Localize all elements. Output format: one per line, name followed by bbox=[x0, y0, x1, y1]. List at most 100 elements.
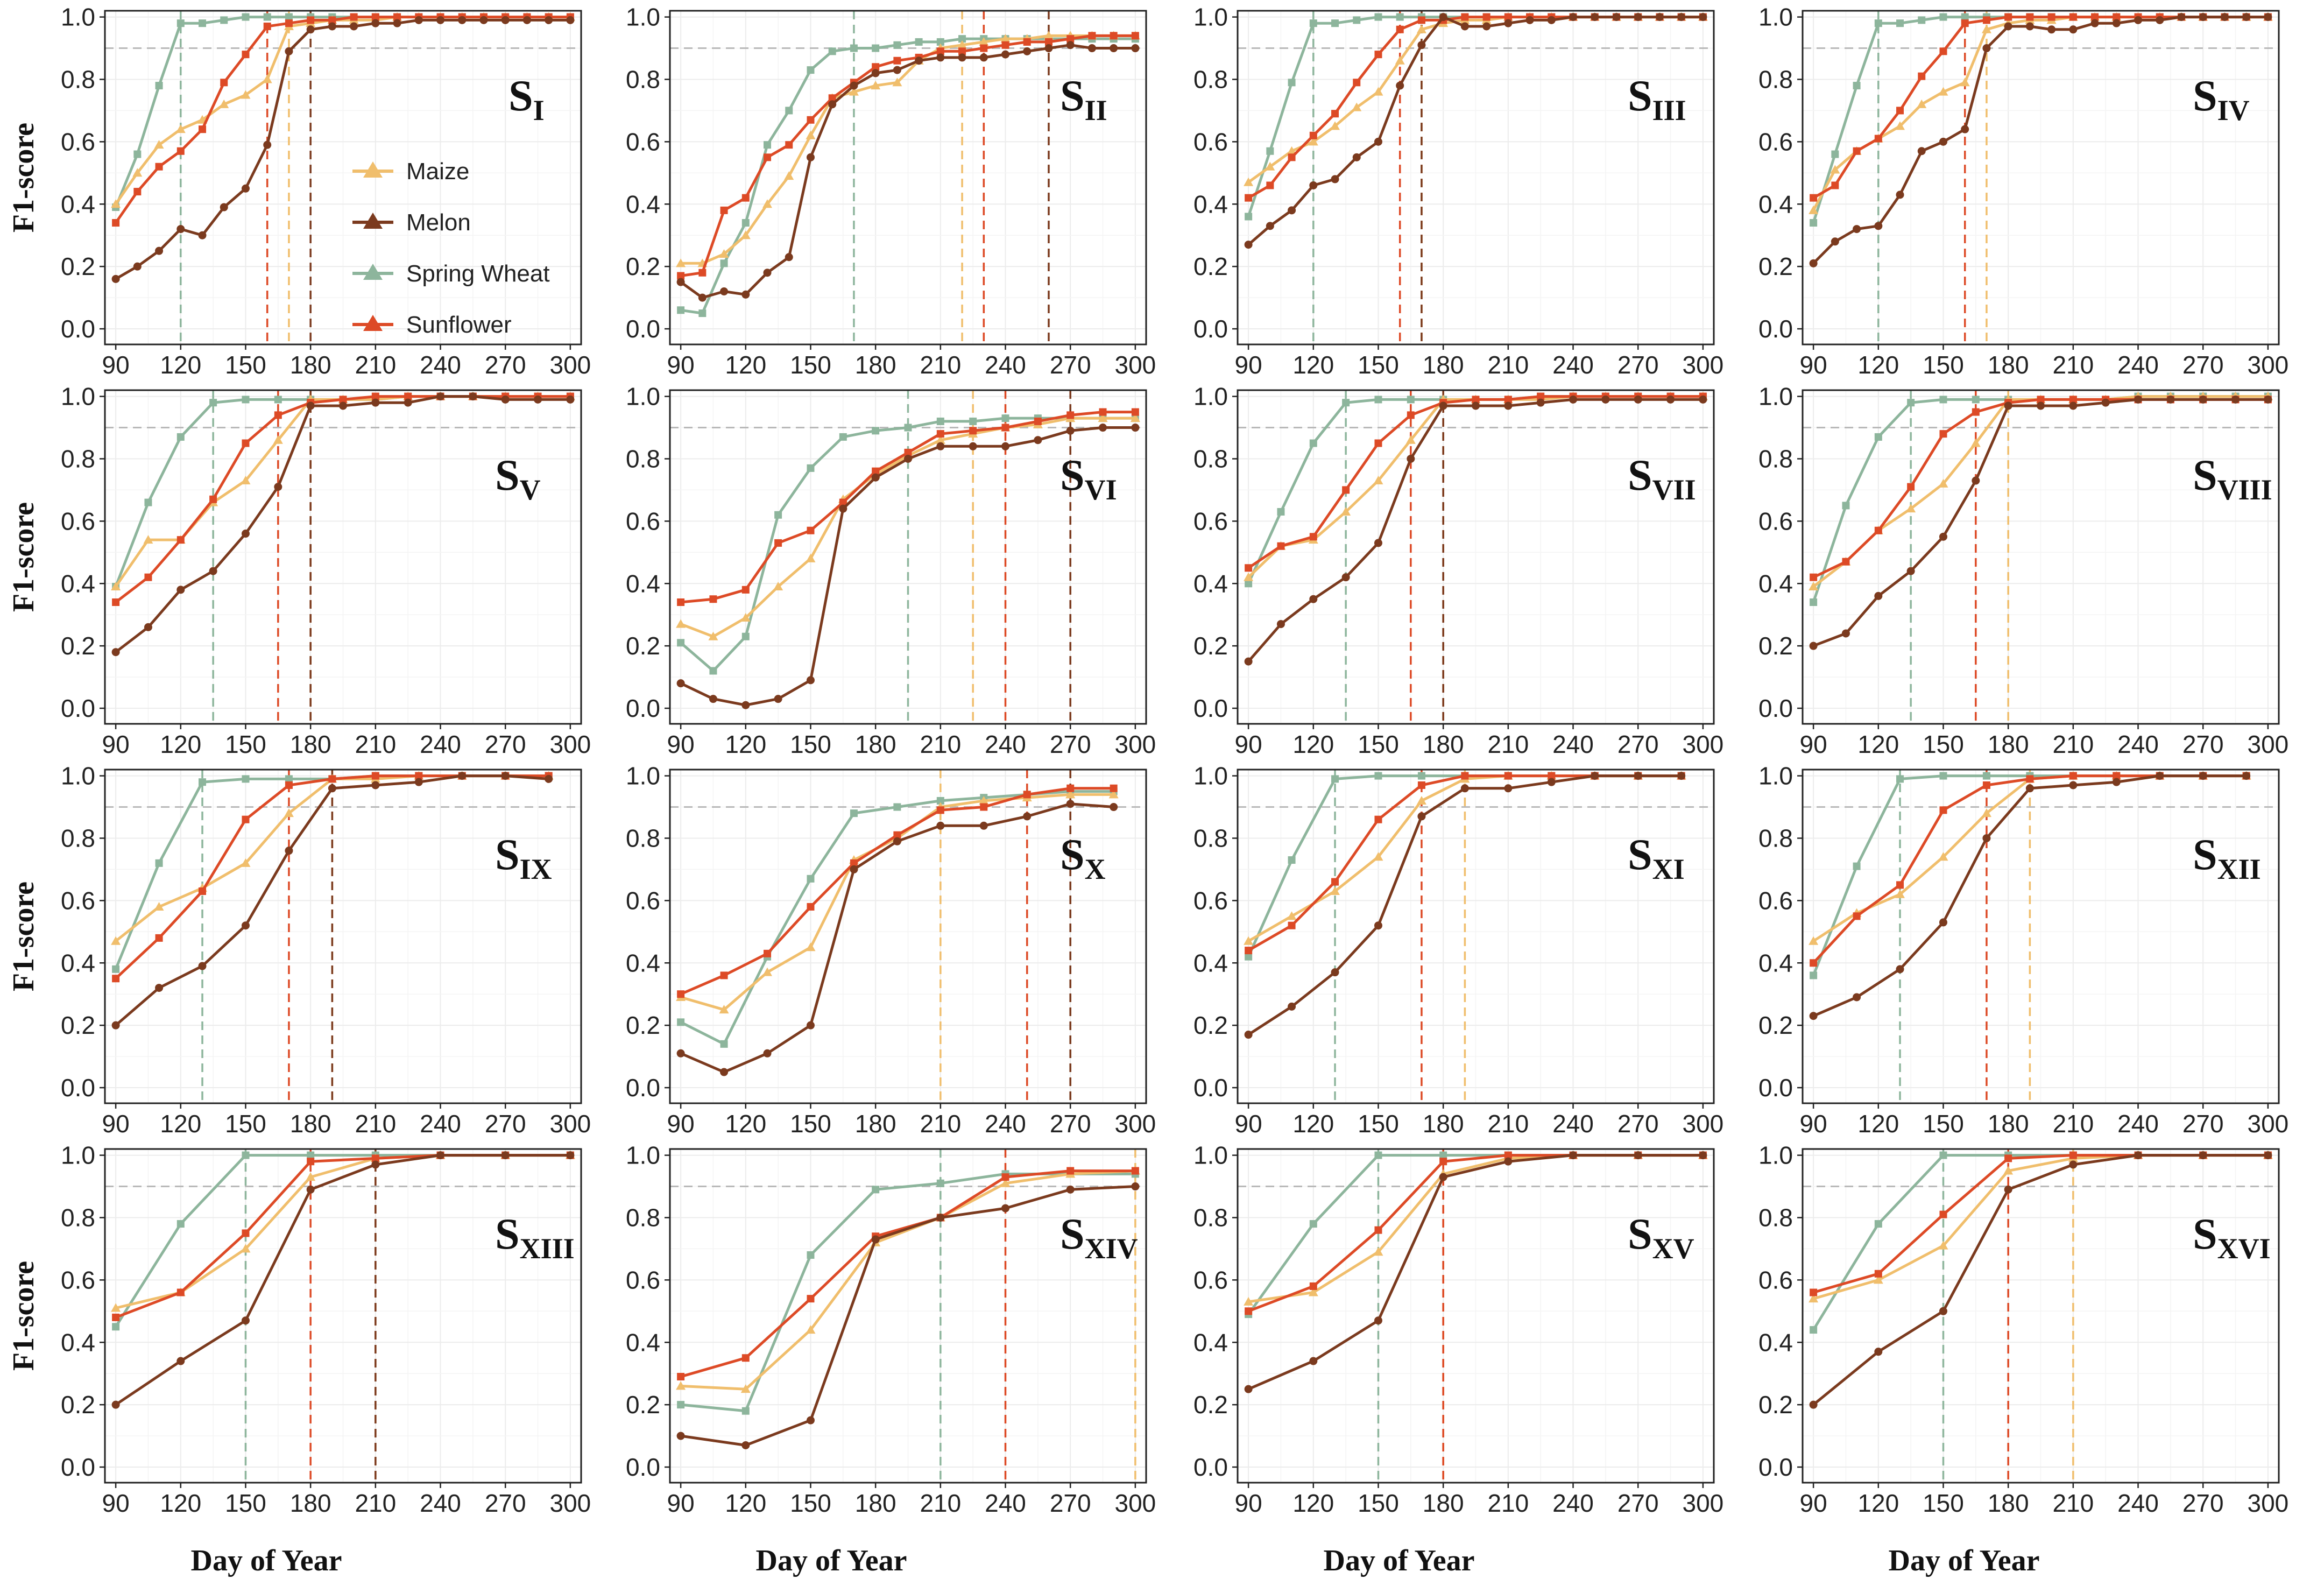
y-tick-label: 0.4 bbox=[1758, 949, 1793, 977]
data-point bbox=[893, 66, 901, 74]
plot-frame bbox=[1237, 1148, 1715, 1484]
y-tick-label: 0.6 bbox=[1193, 128, 1228, 156]
data-point bbox=[1245, 564, 1253, 572]
data-point bbox=[1677, 772, 1686, 780]
plot-frame bbox=[104, 769, 582, 1104]
data-point bbox=[1853, 993, 1861, 1002]
data-point bbox=[501, 1151, 510, 1160]
data-point bbox=[871, 69, 880, 77]
panel-8: 90 120 150 180 210 240 270 300 0.0 0.2 0.4 0.6 0.8 1.… bbox=[1758, 383, 2288, 758]
data-point bbox=[219, 99, 229, 108]
data-point bbox=[2004, 1154, 2012, 1162]
y-tick-label: 0.0 bbox=[1758, 694, 1793, 722]
data-point bbox=[1416, 24, 1426, 33]
data-point bbox=[1504, 1151, 1512, 1159]
series-maize bbox=[676, 790, 1119, 1014]
y-tick-label: 0.0 bbox=[1193, 694, 1228, 722]
x-tick-label: 150 bbox=[225, 1110, 266, 1138]
data-point bbox=[2112, 19, 2121, 27]
data-point bbox=[1960, 77, 1970, 87]
legend-marker bbox=[363, 315, 383, 331]
data-point bbox=[111, 1021, 120, 1030]
data-point bbox=[273, 435, 283, 444]
x-tick-label: 180 bbox=[855, 351, 896, 379]
data-point bbox=[132, 168, 143, 177]
x-tick-label: 120 bbox=[1857, 730, 1899, 758]
x-tick-label: 90 bbox=[667, 1489, 695, 1517]
y-tick-label: 0.8 bbox=[61, 445, 95, 473]
series-melon bbox=[1244, 1151, 1707, 1393]
data-point bbox=[1309, 19, 1317, 27]
data-point bbox=[155, 934, 163, 942]
data-point bbox=[764, 949, 772, 957]
data-point bbox=[371, 1160, 380, 1169]
data-point bbox=[2004, 401, 2012, 410]
data-point bbox=[708, 631, 718, 640]
data-point bbox=[1961, 125, 1969, 133]
data-point bbox=[2199, 772, 2207, 780]
y-tick-label: 1.0 bbox=[1193, 3, 1228, 31]
data-point bbox=[871, 81, 881, 90]
data-point bbox=[1982, 16, 1990, 24]
x-tick-label: 210 bbox=[355, 351, 396, 379]
data-point bbox=[1896, 965, 1904, 974]
data-point bbox=[1110, 803, 1118, 812]
data-point bbox=[155, 859, 163, 867]
panel-title-sub: X bbox=[1085, 853, 1106, 885]
x-tick-label: 210 bbox=[1487, 1110, 1529, 1138]
panel-15: 90 120 150 180 210 240 270 300 0.0 0.2 0.4 0.6 0.8 1.… bbox=[1193, 1141, 1723, 1517]
x-tick-label: 270 bbox=[2182, 730, 2224, 758]
y-tick-label: 0.4 bbox=[61, 949, 95, 977]
data-point bbox=[1066, 1167, 1075, 1175]
x-tick-label: 210 bbox=[2052, 1489, 2094, 1517]
data-point bbox=[328, 16, 336, 24]
data-point bbox=[1809, 205, 1819, 214]
data-point bbox=[806, 942, 816, 951]
legend: Maize Melon Spring Wheat Sunflower bbox=[352, 158, 550, 338]
x-tick-label: 90 bbox=[102, 1489, 130, 1517]
data-point bbox=[1341, 506, 1351, 516]
data-point bbox=[698, 269, 707, 277]
series-melon bbox=[111, 1151, 575, 1409]
data-point bbox=[1810, 959, 1818, 967]
data-point bbox=[849, 87, 859, 96]
data-point bbox=[1699, 395, 1707, 404]
data-point bbox=[242, 396, 250, 404]
data-point bbox=[1044, 38, 1052, 46]
data-point bbox=[720, 206, 728, 214]
x-tick-label: 270 bbox=[485, 351, 526, 379]
data-point bbox=[807, 1295, 815, 1303]
series-line bbox=[680, 34, 1135, 277]
data-point bbox=[284, 808, 294, 817]
data-point bbox=[176, 1357, 185, 1365]
x-tick-label: 90 bbox=[1800, 1110, 1827, 1138]
data-point bbox=[1373, 1247, 1383, 1256]
data-point bbox=[242, 439, 250, 447]
data-point bbox=[936, 38, 944, 46]
panel-10: 90 120 150 180 210 240 270 300 0.0 0.2 0.4 0.6 0.8 1.… bbox=[626, 762, 1156, 1138]
x-tick-label: 240 bbox=[1552, 1110, 1594, 1138]
data-point bbox=[1569, 395, 1578, 404]
series-melon bbox=[1809, 395, 2272, 650]
data-point bbox=[209, 567, 217, 575]
panel-title-base: S bbox=[1628, 830, 1652, 879]
data-point bbox=[936, 430, 944, 438]
data-point bbox=[1853, 912, 1861, 920]
data-point bbox=[1482, 22, 1491, 31]
x-tick-label: 180 bbox=[1423, 1110, 1464, 1138]
data-point bbox=[676, 258, 686, 267]
data-point bbox=[1066, 1185, 1075, 1194]
data-point bbox=[1417, 41, 1426, 50]
data-point bbox=[1634, 395, 1642, 404]
data-point bbox=[371, 392, 379, 400]
x-tick-label: 90 bbox=[1800, 730, 1827, 758]
panel-title-base: S bbox=[1628, 450, 1652, 499]
data-point bbox=[176, 1288, 185, 1296]
x-tick-label: 180 bbox=[1423, 1489, 1464, 1517]
data-point bbox=[111, 199, 121, 208]
data-point bbox=[2037, 396, 2045, 404]
panel-title: SIII bbox=[1628, 71, 1686, 126]
data-point bbox=[762, 967, 773, 976]
data-point bbox=[111, 1303, 121, 1312]
data-point bbox=[1895, 889, 1905, 898]
